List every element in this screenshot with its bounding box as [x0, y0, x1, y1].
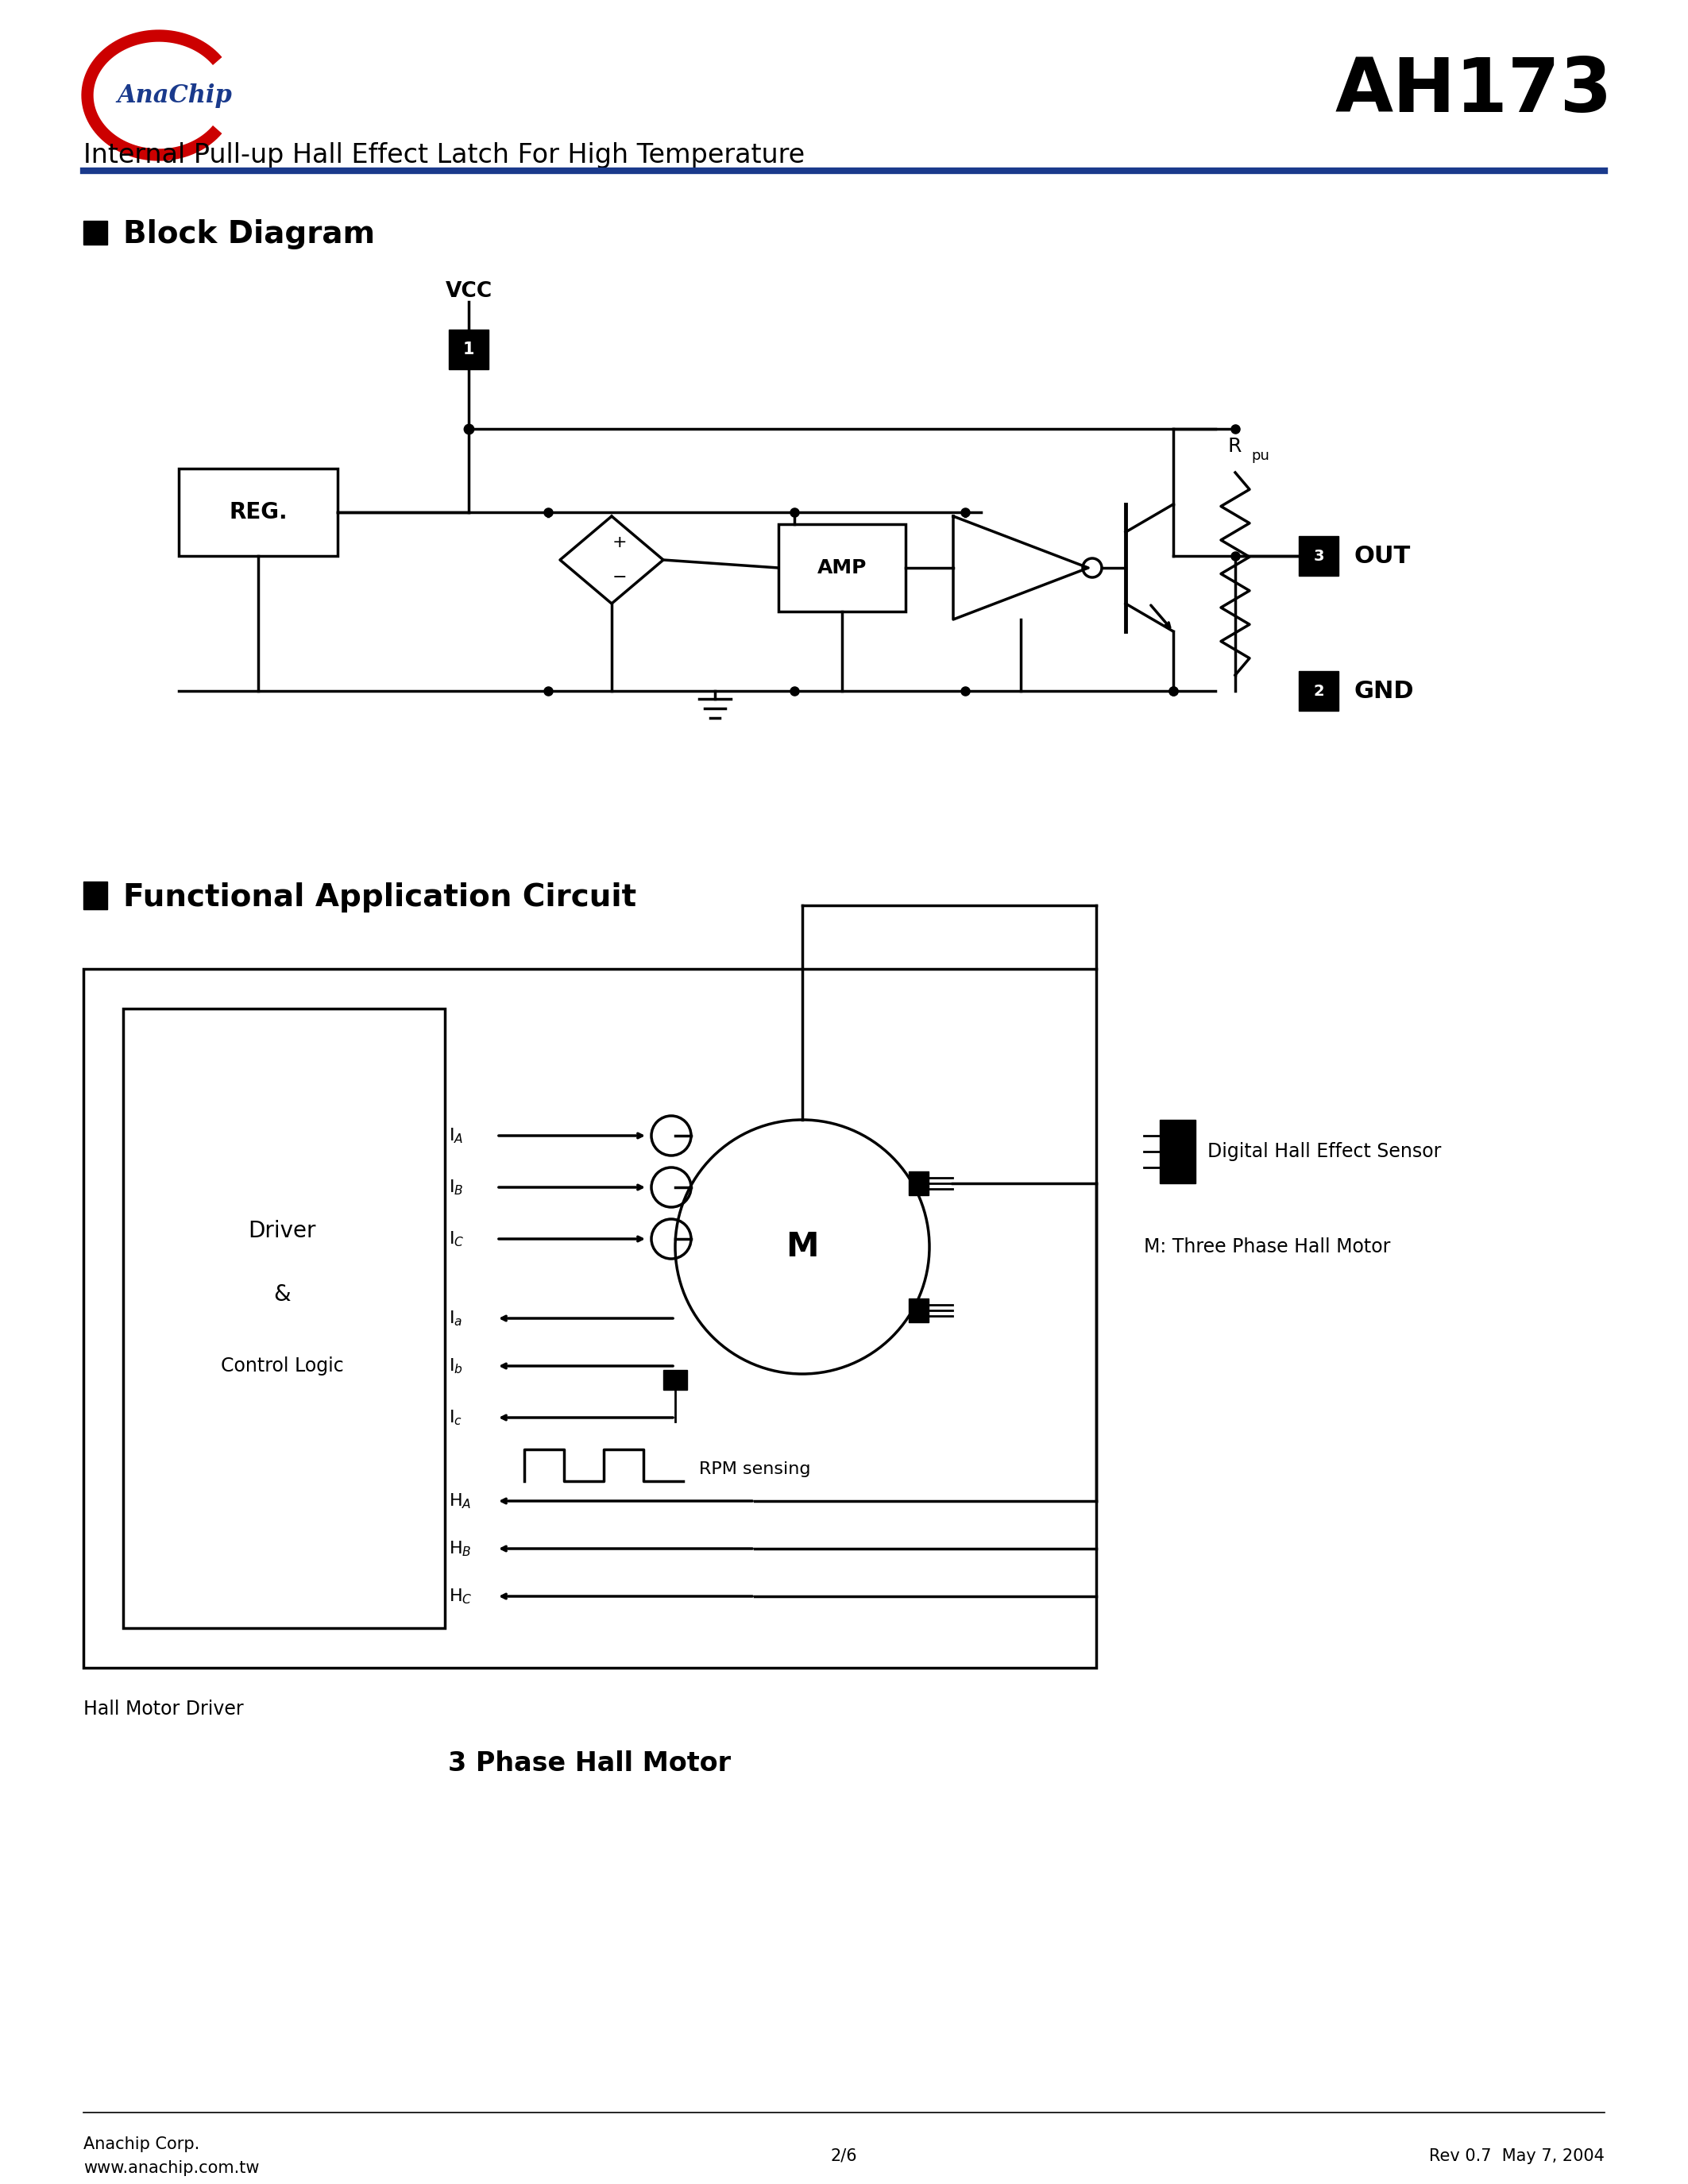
Text: 3 Phase Hall Motor: 3 Phase Hall Motor — [449, 1749, 731, 1776]
Text: GND: GND — [1354, 679, 1415, 703]
Bar — [449, 330, 488, 369]
Text: Control Logic: Control Logic — [221, 1356, 343, 1376]
Text: −: − — [613, 570, 626, 585]
Text: pu: pu — [1251, 448, 1269, 463]
Text: Digital Hall Effect Sensor: Digital Hall Effect Sensor — [1207, 1142, 1442, 1162]
Bar — [83, 882, 108, 909]
Text: +: + — [613, 535, 626, 550]
Bar — [1298, 535, 1339, 577]
Bar — [908, 1299, 928, 1321]
Text: M: Three Phase Hall Motor: M: Three Phase Hall Motor — [1144, 1238, 1391, 1256]
Text: 1: 1 — [463, 341, 474, 358]
Text: VCC: VCC — [446, 282, 493, 301]
Text: &: & — [273, 1284, 290, 1306]
Text: H$_B$: H$_B$ — [449, 1540, 471, 1557]
Text: OUT: OUT — [1354, 544, 1411, 568]
Text: Anachip Corp.: Anachip Corp. — [83, 2136, 199, 2151]
Text: RPM sensing: RPM sensing — [699, 1461, 810, 1476]
Bar — [123, 1009, 446, 1627]
Text: REG.: REG. — [230, 500, 287, 524]
Text: I$_A$: I$_A$ — [449, 1127, 463, 1144]
Text: Hall Motor Driver: Hall Motor Driver — [83, 1699, 243, 1719]
Text: R: R — [1227, 437, 1241, 456]
Text: I$_a$: I$_a$ — [449, 1308, 463, 1328]
Text: 2: 2 — [1313, 684, 1323, 699]
Bar — [1298, 670, 1339, 710]
Text: AH173: AH173 — [1335, 55, 1612, 129]
Text: Rev 0.7  May 7, 2004: Rev 0.7 May 7, 2004 — [1430, 2149, 1605, 2164]
Text: AMP: AMP — [817, 559, 868, 577]
Text: 3: 3 — [1313, 548, 1323, 563]
Text: I$_b$: I$_b$ — [449, 1356, 463, 1376]
Bar — [663, 1369, 687, 1389]
Text: I$_B$: I$_B$ — [449, 1177, 464, 1197]
Bar — [179, 470, 338, 557]
Text: H$_A$: H$_A$ — [449, 1492, 471, 1511]
Text: M: M — [787, 1230, 819, 1265]
Text: I$_c$: I$_c$ — [449, 1409, 463, 1426]
Text: Driver: Driver — [248, 1221, 316, 1243]
Bar — [1160, 1120, 1195, 1184]
Text: Functional Application Circuit: Functional Application Circuit — [123, 882, 636, 913]
Text: I$_C$: I$_C$ — [449, 1230, 464, 1249]
Text: www.anachip.com.tw: www.anachip.com.tw — [83, 2160, 260, 2175]
Bar — [83, 970, 1096, 1669]
Text: H$_C$: H$_C$ — [449, 1588, 473, 1605]
Bar — [83, 221, 108, 245]
Bar — [778, 524, 905, 612]
Text: Block Diagram: Block Diagram — [123, 218, 375, 249]
Text: Internal Pull-up Hall Effect Latch For High Temperature: Internal Pull-up Hall Effect Latch For H… — [83, 142, 805, 168]
Text: AnaChip: AnaChip — [116, 83, 233, 107]
Text: 2/6: 2/6 — [830, 2149, 858, 2164]
Bar — [908, 1171, 928, 1195]
